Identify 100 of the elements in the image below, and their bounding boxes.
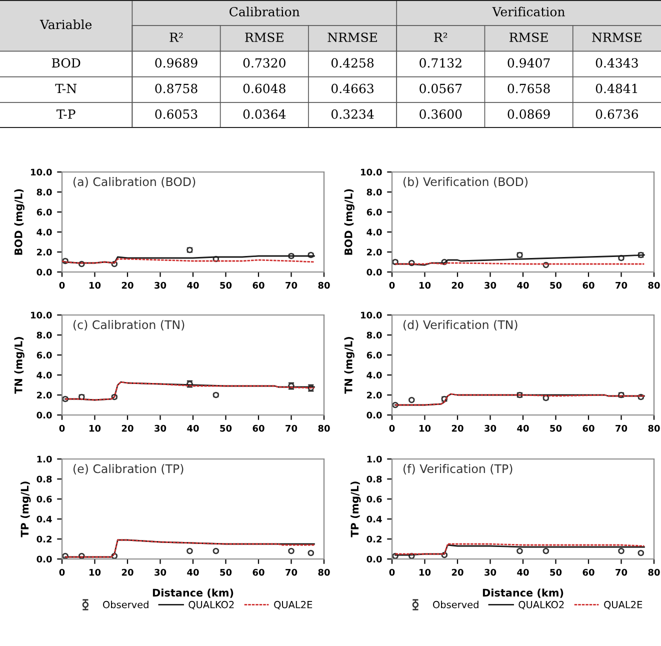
x-tick-label: 20 — [122, 282, 134, 289]
y-tick-label: 4.0 — [36, 372, 52, 379]
x-tick-label: 80 — [318, 568, 330, 576]
y-tick-label: 0.2 — [36, 536, 52, 543]
x-tick-label: 20 — [122, 424, 134, 432]
x-tick-label: 70 — [616, 424, 628, 432]
x-tick-label: 30 — [484, 568, 496, 576]
x-tick-label: 30 — [484, 282, 496, 289]
y-tick-label: 0.8 — [366, 476, 382, 483]
chart-title: (b) Verification (BOD) — [403, 177, 528, 188]
x-tick-label: 40 — [187, 282, 199, 289]
x-tick-label: 50 — [550, 424, 562, 432]
y-tick-label: 6.0 — [36, 352, 52, 359]
x-tick-label: 0 — [389, 568, 395, 576]
x-tick-label: 0 — [59, 424, 65, 432]
category-label: R² — [434, 32, 448, 42]
y-axis-title: BOD (mg/L) — [344, 189, 354, 255]
y-tick-label: 0.6 — [366, 496, 382, 503]
x-axis-title: Distance (km) — [152, 588, 234, 598]
x-tick-label: 80 — [318, 424, 330, 432]
x-tick-label: 30 — [154, 282, 166, 289]
x-axis-title: Distance (km) — [482, 588, 564, 598]
x-tick-label: 30 — [154, 568, 166, 576]
x-tick-label: 70 — [286, 568, 298, 576]
chart-title: (d) Verification (TN) — [403, 320, 518, 331]
category-label: T-N — [55, 84, 76, 94]
x-tick-label: 60 — [582, 568, 594, 576]
y-axis-title: TN (mg/L) — [14, 337, 24, 394]
x-tick-label: 30 — [154, 424, 166, 432]
text: 0.7320 — [243, 58, 286, 68]
legend-label: Observed — [433, 600, 478, 608]
legend-label: QUALKO2 — [188, 600, 234, 610]
text: 0.4258 — [331, 58, 374, 68]
y-tick-label: 0.0 — [366, 556, 382, 563]
y-tick-label: 0.0 — [36, 412, 52, 419]
text: 0.0567 — [420, 84, 462, 94]
x-tick-label: 50 — [220, 282, 232, 289]
category-label: R² — [170, 32, 183, 42]
x-tick-label: 40 — [517, 568, 529, 576]
x-tick-label: 80 — [648, 568, 660, 576]
y-tick-label: 8.0 — [366, 332, 382, 339]
x-tick-label: 40 — [517, 282, 529, 289]
legend-label: QUAL2E — [274, 600, 312, 610]
x-tick-label: 50 — [220, 424, 232, 432]
y-tick-label: 1.0 — [367, 456, 382, 463]
x-tick-label: 10 — [89, 282, 101, 289]
x-tick-label: 0 — [389, 424, 395, 432]
y-tick-label: 10.0 — [31, 168, 52, 176]
text: 0.9407 — [508, 58, 550, 68]
y-tick-label: 2.0 — [37, 248, 52, 256]
y-tick-label: 6.0 — [366, 352, 382, 359]
y-tick-label: 0.0 — [366, 268, 382, 276]
y-tick-label: 0.8 — [36, 476, 52, 483]
text: 0.6736 — [596, 109, 638, 119]
text: Variable — [40, 20, 92, 30]
y-tick-label: 2.0 — [367, 392, 382, 399]
y-tick-label: 2.0 — [367, 248, 382, 256]
y-tick-label: 0.0 — [36, 556, 52, 563]
legend-label: QUALKO2 — [518, 600, 564, 610]
y-tick-label: 4.0 — [36, 228, 52, 236]
x-tick-label: 30 — [484, 424, 496, 432]
x-tick-label: 60 — [582, 424, 594, 432]
x-tick-label: 10 — [89, 424, 101, 432]
y-tick-label: 8.0 — [36, 332, 52, 339]
x-tick-label: 80 — [318, 282, 330, 289]
x-tick-label: 0 — [59, 568, 65, 576]
text: 0.4841 — [596, 84, 638, 94]
x-tick-label: 70 — [616, 282, 628, 289]
x-tick-label: 20 — [452, 282, 464, 289]
x-tick-label: 60 — [252, 282, 264, 289]
x-tick-label: 10 — [419, 424, 431, 432]
x-tick-label: 20 — [452, 568, 464, 576]
x-tick-label: 20 — [122, 568, 134, 576]
y-tick-label: 4.0 — [366, 228, 382, 236]
y-axis-title: TN (mg/L) — [344, 337, 354, 394]
y-tick-label: 10.0 — [31, 312, 52, 319]
category-label: RMSE — [510, 32, 548, 42]
chart-title: (c) Calibration (TN) — [73, 320, 184, 331]
x-tick-label: 10 — [89, 568, 101, 576]
y-tick-label: 2.0 — [37, 392, 52, 399]
x-tick-label: 60 — [252, 568, 264, 576]
x-tick-label: 70 — [616, 568, 628, 576]
text: 0.0869 — [508, 109, 550, 119]
x-tick-label: 40 — [517, 424, 529, 432]
x-tick-label: 10 — [419, 568, 431, 576]
x-tick-label: 40 — [187, 568, 199, 576]
legend-label: Observed — [103, 600, 148, 608]
x-tick-label: 50 — [550, 568, 562, 576]
y-tick-label: 8.0 — [36, 188, 52, 196]
y-tick-label: 8.0 — [366, 188, 382, 196]
y-tick-label: 10.0 — [361, 168, 382, 176]
y-tick-label: 0.0 — [36, 268, 52, 276]
text: 0.6048 — [243, 84, 286, 94]
chart-title: (f) Verification (TP) — [403, 464, 512, 475]
x-tick-label: 70 — [286, 424, 298, 432]
text: 0.3600 — [420, 109, 462, 119]
legend-label: QUAL2E — [604, 600, 642, 610]
text: 0.4663 — [331, 84, 374, 94]
y-tick-label: 0.0 — [366, 412, 382, 419]
x-tick-label: 0 — [59, 282, 65, 289]
